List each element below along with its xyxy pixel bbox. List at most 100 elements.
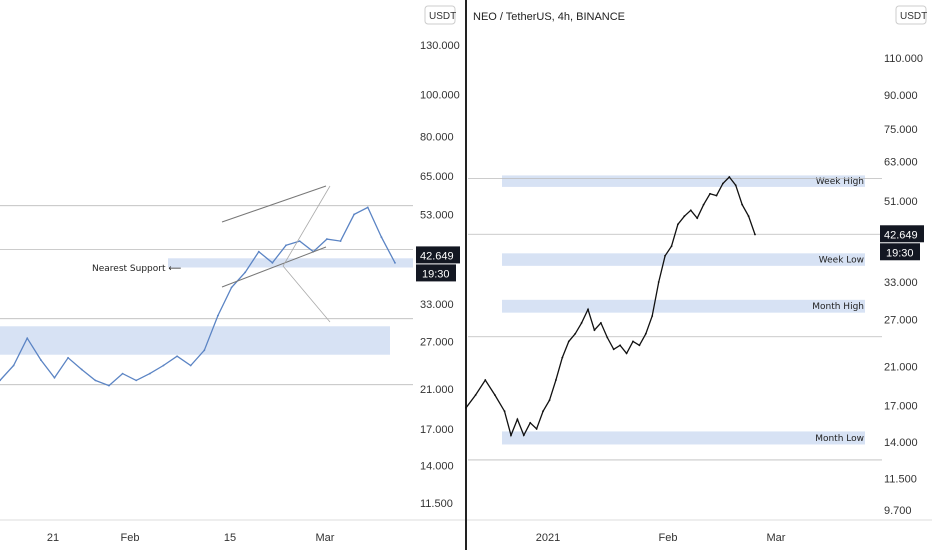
last-price-badge: [416, 246, 460, 264]
panel-right: Week High Week Low Month High Month Low 110.…: [465, 5, 927, 544]
panel-divider: [465, 0, 467, 550]
currency-label: USDT: [429, 11, 456, 22]
x-tick-label: 15: [224, 532, 236, 544]
projection-up: [282, 185, 331, 267]
price-point: [230, 286, 233, 289]
price-point: [484, 379, 487, 381]
support-zone: [0, 326, 390, 355]
price-point: [162, 364, 165, 367]
y-tick-label: 110.000: [884, 53, 923, 65]
channel-lower: [221, 246, 327, 288]
y-tick-label: 9.700: [884, 505, 912, 517]
annotation-label: Nearest Support ⟵: [92, 264, 181, 274]
price-point: [651, 315, 654, 317]
price-point: [189, 364, 192, 367]
price-point: [728, 176, 731, 178]
currency-label: USDT: [900, 11, 927, 22]
last-price-label: 42.649: [884, 229, 918, 241]
zone-label: Month Low: [815, 434, 864, 444]
price-point: [574, 332, 577, 335]
y-tick-label: 17.000: [884, 401, 918, 413]
zone-label: Week High: [816, 177, 864, 187]
price-point: [465, 406, 467, 409]
y-tick-label: 90.000: [884, 90, 918, 102]
price-point: [542, 410, 544, 413]
channel-upper: [221, 185, 327, 223]
zone-label: Week Low: [819, 256, 864, 266]
support-zone: [502, 175, 865, 187]
y-tick-label: 21.000: [420, 384, 454, 396]
price-point: [394, 261, 396, 264]
price-point: [257, 250, 260, 253]
y-tick-label: 27.000: [884, 314, 918, 326]
price-point: [548, 399, 551, 402]
price-point: [503, 410, 506, 413]
support-zone: [168, 258, 413, 268]
y-tick-label: 130.000: [420, 40, 460, 52]
price-point: [26, 337, 29, 340]
last-price-label: 42.649: [420, 250, 454, 262]
price-point: [709, 192, 711, 195]
price-line: [0, 206, 396, 387]
price-point: [747, 215, 750, 218]
y-tick-label: 53.000: [420, 209, 454, 221]
y-tick-label: 63.000: [884, 157, 918, 169]
x-tick-label: Feb: [121, 532, 140, 544]
price-point: [203, 349, 206, 352]
price-point: [689, 209, 692, 212]
y-tick-label: 33.000: [420, 299, 454, 311]
countdown-label: 19:30: [422, 268, 450, 280]
support-zone: [502, 431, 865, 445]
price-point: [298, 240, 301, 243]
price-point: [366, 206, 369, 209]
countdown-badge: [880, 243, 920, 261]
price-point: [535, 428, 538, 430]
price-point: [516, 418, 519, 421]
price-point: [67, 356, 70, 359]
price-point: [580, 322, 583, 324]
y-tick-label: 75.000: [884, 124, 918, 136]
y-tick-label: 14.000: [420, 461, 454, 473]
price-point: [271, 261, 274, 264]
price-point: [176, 355, 178, 358]
price-point: [148, 372, 151, 375]
price-point: [474, 394, 477, 396]
price-point: [94, 379, 97, 382]
price-point: [555, 379, 557, 381]
price-point: [325, 238, 328, 240]
price-point: [339, 240, 342, 243]
price-point: [599, 322, 602, 324]
x-tick-label: 21: [47, 532, 59, 544]
price-point: [612, 348, 615, 351]
price-point: [638, 344, 641, 347]
price-point: [108, 384, 110, 387]
price-point: [494, 394, 496, 396]
price-point: [0, 379, 1, 382]
price-point: [625, 352, 628, 355]
price-point: [353, 213, 356, 216]
y-tick-label: 11.500: [420, 498, 453, 510]
last-price-badge: [880, 225, 924, 243]
y-tick-label: 33.000: [884, 277, 918, 289]
y-tick-label: 65.000: [420, 171, 454, 183]
support-zone: [502, 299, 865, 313]
price-point: [715, 194, 718, 197]
price-point: [606, 336, 609, 339]
price-point: [522, 434, 525, 437]
x-tick-label: 2021: [536, 532, 560, 544]
price-point: [593, 329, 596, 331]
price-point: [80, 368, 83, 371]
price-point: [677, 223, 679, 226]
price-point: [587, 308, 589, 311]
support-zone: [502, 253, 865, 266]
price-point: [135, 379, 138, 382]
zone-label: Month High: [812, 302, 864, 312]
price-point: [217, 314, 219, 317]
y-tick-label: 14.000: [884, 437, 918, 449]
price-line: [465, 176, 756, 438]
y-tick-label: 17.000: [420, 424, 454, 436]
price-point: [683, 215, 686, 218]
currency-box: [424, 5, 456, 25]
price-point: [734, 184, 737, 187]
